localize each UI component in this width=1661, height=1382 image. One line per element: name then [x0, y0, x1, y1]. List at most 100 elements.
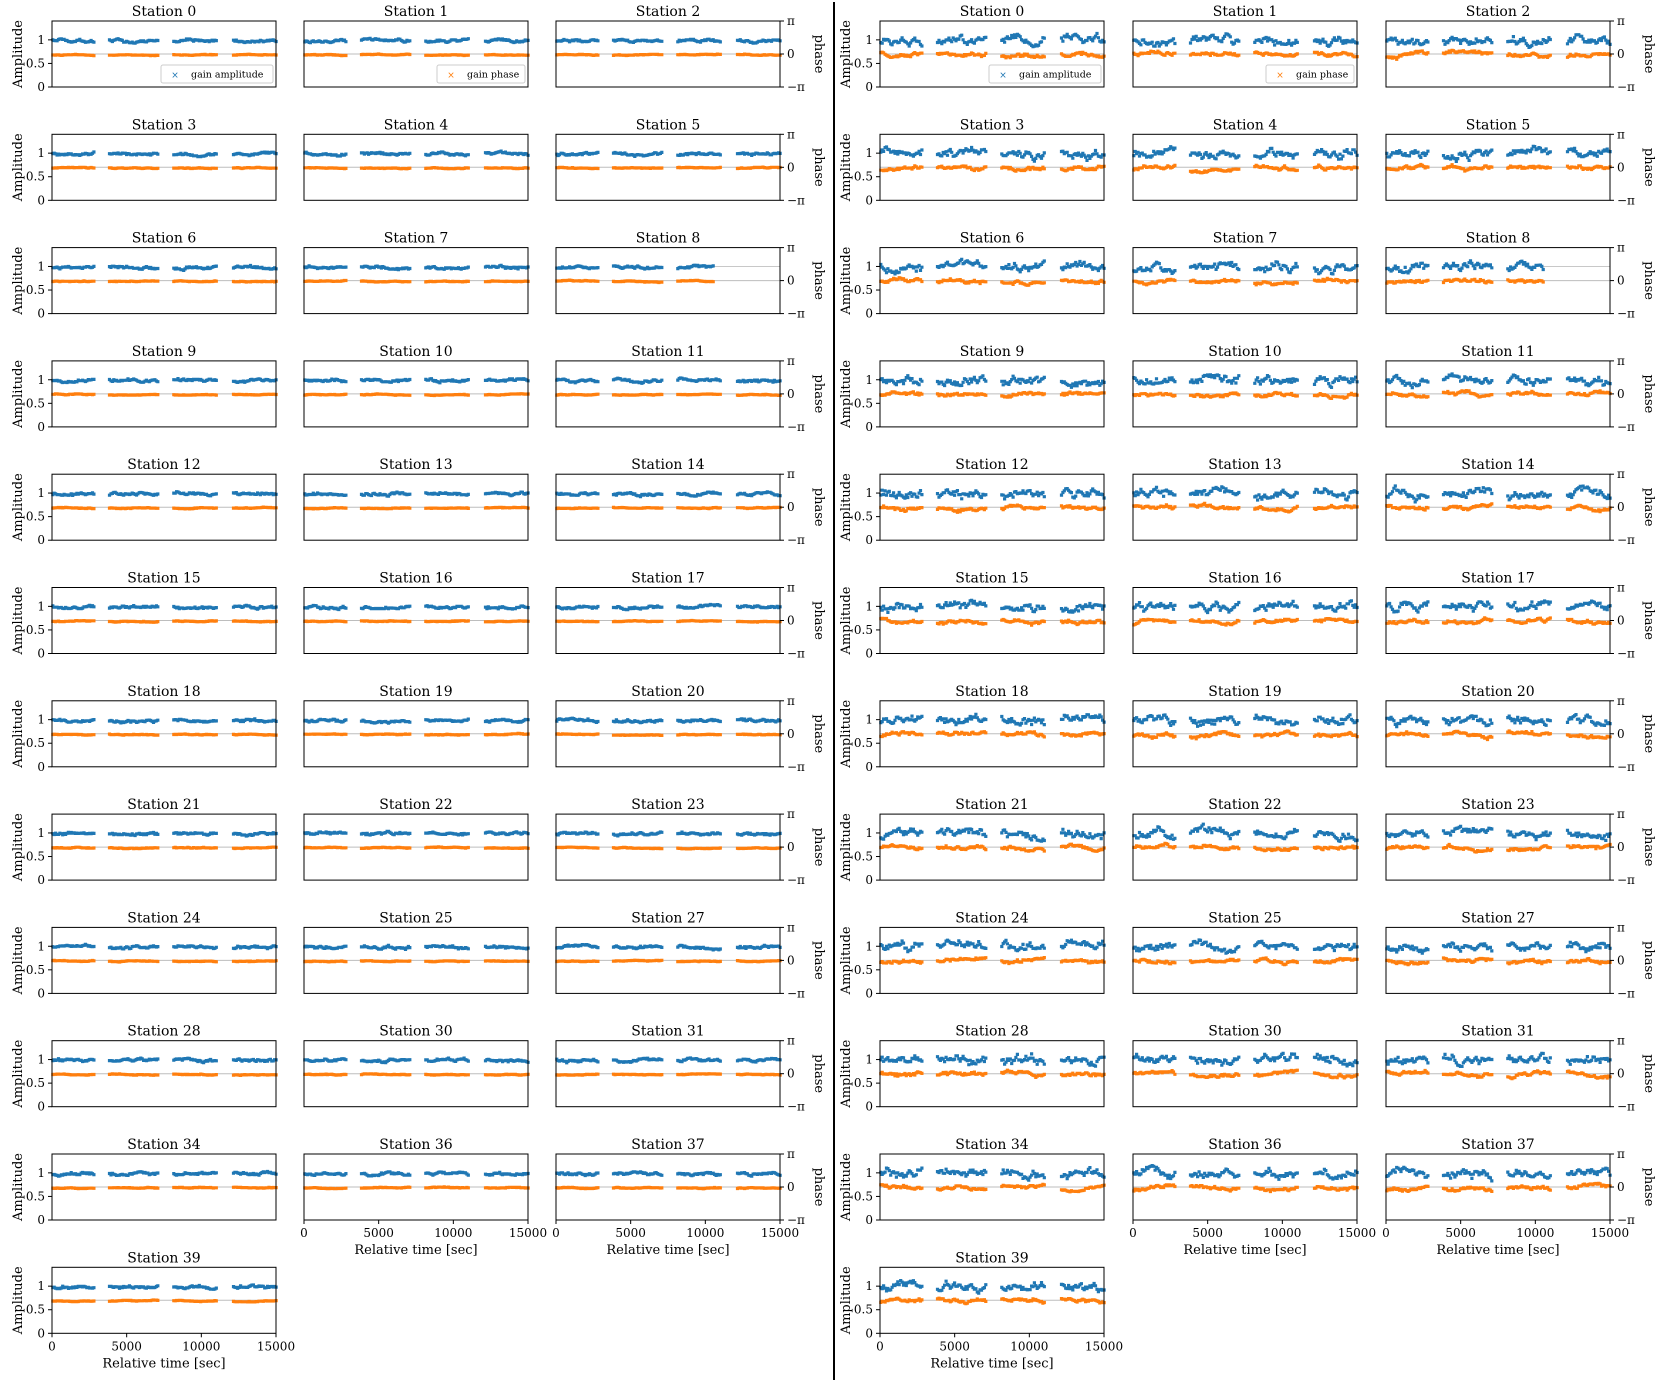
axes-frame	[51, 1040, 277, 1108]
ytick-label: 0.5	[854, 1189, 873, 1203]
subplot-title: Station 12	[955, 457, 1028, 473]
gain-amplitude-series	[879, 712, 1106, 727]
y2tick-label: −π	[1617, 307, 1635, 321]
legend-marker: ×	[171, 71, 179, 81]
subplot-title: Station 8	[636, 231, 700, 247]
legend-box	[160, 64, 274, 84]
subplot: Station 16	[1132, 571, 1359, 654]
gain-phase-series	[303, 278, 530, 284]
gain-amplitude-series	[1385, 940, 1612, 955]
subplot-title: Station 11	[631, 344, 704, 360]
subplot: Station 25	[1132, 910, 1359, 994]
gain-phase-series	[51, 1072, 278, 1077]
y2-axis-label: phase	[1641, 261, 1656, 300]
axes-frame	[879, 1153, 1105, 1221]
ytick-label: 1	[37, 1166, 45, 1180]
gain-phase-series	[51, 392, 278, 397]
subplot-title: Station 19	[1208, 684, 1281, 700]
gain-phase-series	[555, 52, 782, 58]
ytick-label: 0	[37, 1326, 45, 1340]
y2tick-label: π	[1617, 920, 1625, 934]
y2tick-label: π	[1617, 1034, 1625, 1048]
ytick-label: 0	[865, 760, 873, 774]
ytick-label: 1	[37, 373, 45, 387]
gain-amplitude-series	[51, 1056, 278, 1065]
subplot: Station 1 × gain phase	[303, 4, 530, 88]
subplot: Station 16	[303, 571, 530, 654]
y2tick-label: −π	[787, 647, 805, 661]
subplot-title: Station 19	[379, 684, 452, 700]
axes-frame	[879, 473, 1105, 541]
ytick-label: 1	[865, 939, 873, 953]
gain-phase-series	[879, 164, 1106, 173]
y2-axis-label: phase	[1641, 601, 1656, 640]
subplot: Station 0 0 0.5 1 Amplitude × gain amplitude	[839, 4, 1106, 94]
y2-axis-label: phase	[1641, 148, 1656, 187]
y2tick-label: 0	[1617, 47, 1625, 61]
subplot-title: Station 14	[631, 457, 704, 473]
ytick-label: 0	[37, 80, 45, 94]
xtick-label: 0	[876, 1339, 884, 1353]
y2tick-label: −π	[1617, 80, 1635, 94]
ytick-label: 0	[865, 647, 873, 661]
subplot-title: Station 21	[127, 797, 200, 813]
subplot: Station 2 π 0 −π phase	[555, 4, 826, 94]
ytick-label: 0	[865, 193, 873, 207]
y-axis-label: Amplitude	[11, 586, 26, 655]
gain-phase-series	[555, 1185, 782, 1191]
gain-amplitude-series	[303, 1170, 530, 1178]
legend-marker: ×	[447, 71, 455, 81]
axes-frame	[51, 473, 277, 541]
subplot-title: Station 28	[127, 1024, 200, 1040]
y2tick-label: 0	[787, 274, 795, 288]
gain-amplitude-series	[1385, 144, 1612, 163]
gain-phase-series	[1132, 501, 1359, 514]
subplot: Station 17 π 0 −π phase	[1385, 571, 1656, 661]
subplot-title: Station 15	[127, 571, 200, 587]
subplot: Station 3 0 0.5 1 Amplitude	[11, 117, 278, 207]
gain-amplitude-series	[1132, 822, 1359, 843]
ytick-label: 0	[37, 1213, 45, 1227]
y2tick-label: 0	[1617, 274, 1625, 288]
xtick-label: 0	[300, 1226, 308, 1240]
axes-frame	[51, 700, 277, 768]
y2tick-label: 0	[1617, 160, 1625, 174]
y2tick-label: −π	[1617, 1213, 1635, 1227]
subplot: Station 21 0 0.5 1 Amplitude	[839, 797, 1106, 887]
xtick-label: 10000	[1010, 1339, 1048, 1353]
y-axis-label: Amplitude	[839, 133, 854, 202]
subplot: Station 9 0 0.5 1 Amplitude	[839, 344, 1106, 434]
axes-frame	[879, 1266, 1105, 1334]
gain-phase-series	[879, 276, 1106, 287]
subplot-title: Station 20	[631, 684, 704, 700]
y2-axis-label: phase	[1641, 35, 1656, 74]
legend-label: gain amplitude	[1019, 70, 1092, 81]
axes-frame	[879, 133, 1105, 201]
xtick-label: 10000	[686, 1226, 724, 1240]
ytick-label: 1	[37, 713, 45, 727]
axes-frame	[303, 700, 529, 768]
legend-label: gain amplitude	[191, 70, 264, 81]
subplot-title: Station 14	[1461, 457, 1534, 473]
gain-phase-series	[879, 1296, 1106, 1306]
ytick-label: 0	[37, 986, 45, 1000]
subplot-title: Station 0	[960, 4, 1024, 20]
y2tick-label: −π	[787, 1100, 805, 1114]
ytick-label: 0.5	[26, 963, 45, 977]
gain-amplitude-series	[303, 829, 530, 837]
gain-amplitude-series	[303, 490, 530, 498]
axes-frame	[1132, 1153, 1358, 1221]
gain-phase-series	[303, 166, 530, 171]
subplot-title: Station 31	[1461, 1024, 1534, 1040]
gain-amplitude-series	[555, 263, 715, 271]
gain-phase-series	[51, 165, 278, 171]
gain-amplitude-series	[51, 37, 278, 45]
axes-frame	[303, 20, 529, 88]
axes-frame	[1132, 1040, 1358, 1108]
subplot-title: Station 23	[631, 797, 704, 813]
ytick-label: 1	[37, 599, 45, 613]
y2tick-label: π	[1617, 694, 1625, 708]
legend-marker: ×	[1276, 71, 1284, 81]
y2tick-label: −π	[787, 80, 805, 94]
gain-amplitude-series	[555, 150, 782, 158]
